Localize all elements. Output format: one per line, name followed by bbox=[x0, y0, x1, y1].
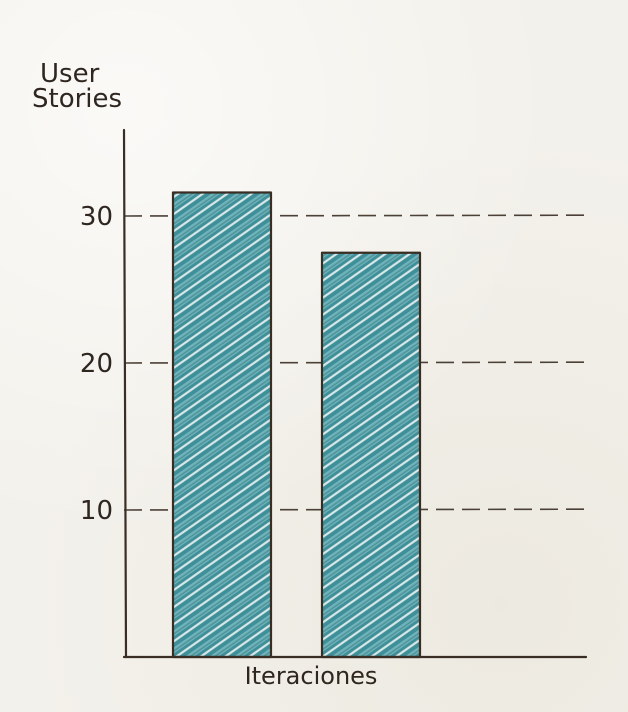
bars bbox=[173, 192, 420, 657]
y-tick-label-20: 20 bbox=[80, 349, 113, 379]
y-tick-labels: 10 20 30 bbox=[80, 202, 113, 526]
y-tick-label-10: 10 bbox=[80, 496, 113, 526]
bar-2 bbox=[322, 253, 420, 657]
bar-1 bbox=[173, 192, 271, 657]
x-axis-label: Iteraciones bbox=[245, 662, 378, 690]
y-axis-line bbox=[124, 130, 126, 657]
y-axis-label-line-2: Stories bbox=[32, 84, 122, 114]
y-tick-label-30: 30 bbox=[80, 202, 113, 232]
